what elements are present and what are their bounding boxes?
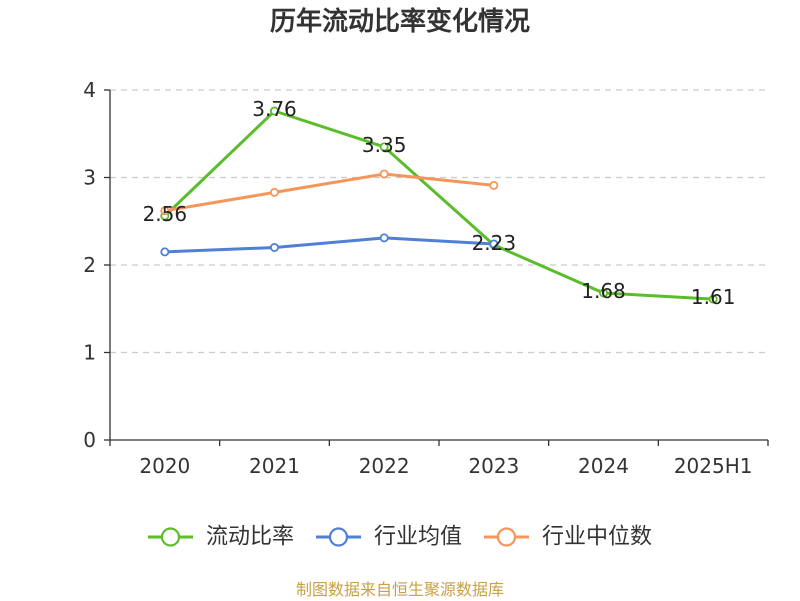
legend-item: 流动比率 [148,525,294,550]
legend-marker-icon [160,527,181,547]
data-point [269,106,279,116]
y-tick-label: 0 [83,428,96,452]
data-point [269,242,279,252]
series-line [163,172,496,213]
data-point [379,169,389,179]
x-tick-label: 2025H1 [674,454,753,478]
data-label: 1.61 [691,285,736,309]
chart-title: 历年流动比率变化情况 [269,7,530,37]
data-point [489,180,499,190]
legend-item: 行业均值 [316,525,462,550]
data-point [160,247,170,257]
legend-item: 行业中位数 [484,525,652,550]
x-axis: 2020 2021 2022 2023 2024 2025H1 [109,439,769,478]
y-tick-label: 1 [83,341,96,365]
x-tick-label: 2020 [139,454,190,478]
series-3 [160,169,499,216]
x-tick-label: 2023 [468,454,519,478]
data-labels: 2.56 3.76 3.35 2.23 1.68 1.61 [143,97,736,309]
legend: 流动比率 行业均值 行业中位数 [148,525,652,550]
series-2 [160,233,499,257]
data-point [708,294,718,304]
x-tick-label: 2021 [249,454,300,478]
y-axis: 0 1 2 3 4 [83,78,111,452]
legend-marker-icon [496,527,517,547]
y-tick-label: 2 [83,253,96,277]
data-point [489,239,499,249]
series-line [163,109,715,301]
data-label: 2.23 [472,231,517,255]
data-point [160,206,170,216]
data-point [599,288,609,298]
series-lines [160,106,718,304]
y-tick-label: 4 [83,78,96,102]
data-label: 3.76 [252,97,297,121]
x-tick-label: 2022 [359,454,410,478]
data-point [269,187,279,197]
series-line [163,236,496,254]
legend-label: 行业均值 [374,525,462,550]
grid-lines [110,89,768,354]
source-footer: 制图数据来自恒生聚源数据库 [295,580,504,599]
legend-label: 行业中位数 [542,525,652,550]
data-point [379,142,389,152]
data-label: 1.68 [581,279,626,303]
data-label: 3.35 [362,133,407,157]
y-tick-label: 3 [83,166,96,190]
data-point [379,233,389,243]
legend-label: 流动比率 [206,525,294,550]
series-1 [160,106,718,304]
legend-marker-icon [328,527,349,547]
x-tick-label: 2024 [578,454,629,478]
data-label: 2.56 [143,202,188,226]
